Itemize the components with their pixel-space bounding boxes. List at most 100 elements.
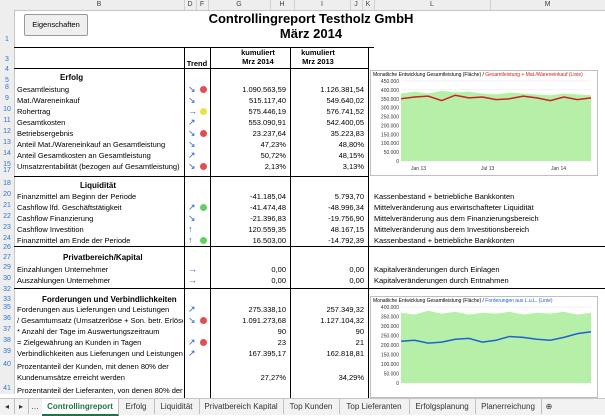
value-2014[interactable]: 27,27% <box>260 373 286 382</box>
value-2014[interactable]: 23 <box>277 338 286 347</box>
column-M[interactable]: M <box>490 0 605 10</box>
value-2013[interactable]: 542.400,05 <box>326 118 364 127</box>
row-number[interactable]: 26 <box>3 244 11 251</box>
row-label[interactable]: Cashflow lfd. Geschäftstätigkeit <box>17 203 122 212</box>
row-note[interactable]: Mittelveränderung aus dem Finanzierungsb… <box>374 214 539 223</box>
tab-erfolg[interactable]: Erfolg <box>118 399 155 414</box>
value-2014[interactable]: 575.446,19 <box>248 107 286 116</box>
row-label[interactable]: Mat./Wareneinkauf <box>17 96 80 105</box>
row-note[interactable]: Mittelveränderung aus dem Investitionsbe… <box>374 225 530 234</box>
row-number[interactable]: 32 <box>3 286 11 293</box>
row-label[interactable]: Forderungen aus Lieferungen und Leistung… <box>17 305 170 314</box>
value-2013[interactable]: 3,13% <box>342 162 364 171</box>
row-label[interactable]: Verbindlichkeiten aus Lieferungen und Le… <box>17 349 183 358</box>
chart-gesamtleistung[interactable]: Monatliche Entwicklung Gesamtleistung (F… <box>370 70 598 176</box>
column-H[interactable]: H <box>270 0 295 10</box>
row-label[interactable]: Betriebsergebnis <box>17 129 74 138</box>
row-label[interactable]: Auszahlungen Unternehmer <box>17 276 111 285</box>
value-2013[interactable]: 48,80% <box>338 140 364 149</box>
row-label[interactable]: Finanzmittel am Beginn der Periode <box>17 192 137 201</box>
column-G[interactable]: G <box>208 0 271 10</box>
value-2014[interactable]: 0,00 <box>271 276 286 285</box>
row-note[interactable]: Mittelveränderung aus erwirtschafteter L… <box>374 203 534 212</box>
row-label[interactable]: Kundenumsätze erreicht werden <box>17 373 125 382</box>
value-2014[interactable]: 16.503,00 <box>252 236 286 245</box>
column-K[interactable]: K <box>362 0 375 10</box>
tab-nav-left-icon[interactable]: ◂ <box>0 399 15 414</box>
value-2013[interactable]: 21 <box>355 338 364 347</box>
value-2013[interactable] <box>292 361 364 372</box>
value-2014[interactable]: 120.559,35 <box>248 225 286 234</box>
row-label[interactable]: Anteil Mat./Wareneinkauf an Gesamtleistu… <box>17 140 166 149</box>
row-number[interactable]: 36 <box>3 315 11 322</box>
row-number[interactable]: 39 <box>3 348 11 355</box>
row-number[interactable]: 38 <box>3 337 11 344</box>
value-2013[interactable]: 48.167,15 <box>330 225 364 234</box>
value-2014[interactable]: 47,23% <box>260 140 286 149</box>
row-number[interactable]: 33 <box>3 296 11 303</box>
column-I[interactable]: I <box>294 0 351 10</box>
tab-erfolgsplanung[interactable]: Erfolgsplanung <box>409 399 476 414</box>
row-number[interactable]: 14 <box>3 150 11 157</box>
row-number[interactable]: 8 <box>5 84 9 91</box>
value-2014[interactable]: 1.091.273,68 <box>242 316 286 325</box>
row-number[interactable]: 24 <box>3 235 11 242</box>
value-2013[interactable]: 257.349,32 <box>326 305 364 314</box>
row-number[interactable]: 41 <box>3 385 11 392</box>
row-label[interactable]: Prozentanteil der Kunden, mit denen 80% … <box>17 362 169 371</box>
column-L[interactable]: L <box>374 0 491 10</box>
row-label[interactable]: Anteil Gesamtkosten an Gesamtleistung <box>17 151 151 160</box>
value-2013[interactable]: -14.792,39 <box>328 236 364 245</box>
value-2014[interactable]: -21.396,83 <box>250 214 286 223</box>
value-2014[interactable]: 90 <box>277 327 286 336</box>
tab-top-kunden[interactable]: Top Kunden <box>283 399 340 414</box>
value-2014[interactable]: 23.237,64 <box>252 129 286 138</box>
row-number[interactable]: 3 <box>5 56 9 63</box>
value-2013[interactable]: 1.127.104,32 <box>320 316 364 325</box>
row-label[interactable]: Prozentanteil der Lieferanten, von denen… <box>17 386 183 395</box>
column-J[interactable]: J <box>350 0 363 10</box>
row-number[interactable]: 40 <box>3 361 11 368</box>
row-number[interactable]: 12 <box>3 128 11 135</box>
row-note[interactable]: Kassenbestand + betriebliche Bankkonten <box>374 192 515 201</box>
row-label[interactable]: Finanzmittel am Ende der Periode <box>17 236 131 245</box>
row-label[interactable]: Cashflow Investition <box>17 225 84 234</box>
row-number[interactable]: 21 <box>3 202 11 209</box>
row-number[interactable]: 37 <box>3 326 11 333</box>
value-2014[interactable]: 2,13% <box>264 162 286 171</box>
row-label[interactable]: * Anzahl der Tage im Auswertungszeitraum <box>17 327 160 336</box>
row-number[interactable]: 9 <box>5 95 9 102</box>
value-2013[interactable]: 48,15% <box>338 151 364 160</box>
row-label[interactable]: Einzahlungen Unternehmer <box>17 265 109 274</box>
value-2013[interactable] <box>292 385 364 396</box>
row-number[interactable]: 20 <box>3 191 11 198</box>
row-number[interactable]: 10 <box>3 106 11 113</box>
row-number[interactable]: 13 <box>3 139 11 146</box>
value-2013[interactable]: 1.126.381,54 <box>320 85 364 94</box>
row-note[interactable]: Kapitalveränderungen durch Einlagen <box>374 265 500 274</box>
row-label[interactable]: Rohertrag <box>17 107 51 116</box>
value-2014[interactable]: 275.338,10 <box>248 305 286 314</box>
value-2014[interactable]: 167.395,17 <box>248 349 286 358</box>
row-number[interactable]: 27 <box>3 254 11 261</box>
row-note[interactable]: Kassenbestand + betriebliche Bankkonten <box>374 236 515 245</box>
value-2013[interactable]: 162.818,81 <box>326 349 364 358</box>
value-2013[interactable]: 549.640,02 <box>326 96 364 105</box>
tab-privatbereich[interactable]: Privatbereich Kapital <box>199 399 284 414</box>
add-sheet-icon[interactable]: ⊕ <box>545 402 553 411</box>
row-label[interactable]: Cashflow Finanzierung <box>17 214 94 223</box>
row-note[interactable]: Kapitalveränderungen durch Entnahmen <box>374 276 509 285</box>
value-2013[interactable]: 5.793,70 <box>334 192 364 201</box>
value-2013[interactable]: 0,00 <box>349 276 364 285</box>
row-label[interactable]: / Gesamtumsatz (Umsatzerlöse + Son. betr… <box>17 316 183 325</box>
row-number[interactable]: 17 <box>3 167 11 174</box>
value-2013[interactable]: -19.756,90 <box>328 214 364 223</box>
row-label[interactable]: Gesamtleistung <box>17 85 70 94</box>
row-number[interactable]: 1 <box>5 36 9 43</box>
value-2013[interactable]: 34,29% <box>338 373 364 382</box>
row-label[interactable]: Umsatzrentabilität (bezogen auf Gesamtle… <box>17 162 180 171</box>
value-2014[interactable]: 50,72% <box>260 151 286 160</box>
row-number[interactable]: 35 <box>3 304 11 311</box>
value-2013[interactable]: -48.996,34 <box>328 203 364 212</box>
value-2014[interactable] <box>212 385 286 396</box>
